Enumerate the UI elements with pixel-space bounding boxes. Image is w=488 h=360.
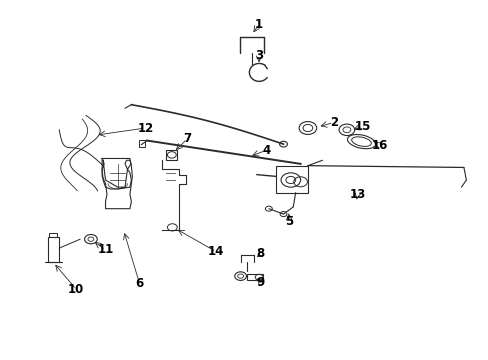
Bar xyxy=(47,237,59,262)
Text: 3: 3 xyxy=(255,49,263,62)
Text: 11: 11 xyxy=(97,243,113,256)
Text: 6: 6 xyxy=(135,278,143,291)
Text: 7: 7 xyxy=(183,132,191,145)
Text: 8: 8 xyxy=(256,247,264,260)
Bar xyxy=(166,149,177,160)
Text: 14: 14 xyxy=(207,245,224,258)
Text: 5: 5 xyxy=(285,215,293,228)
Text: 10: 10 xyxy=(68,283,84,296)
Text: 15: 15 xyxy=(354,120,370,133)
Text: 13: 13 xyxy=(349,188,365,201)
Bar xyxy=(139,140,144,147)
Bar xyxy=(276,166,307,193)
Text: 12: 12 xyxy=(137,122,153,135)
Text: 4: 4 xyxy=(262,144,270,157)
Text: 1: 1 xyxy=(255,18,263,31)
Bar xyxy=(49,233,57,237)
Text: 16: 16 xyxy=(371,139,387,152)
Text: 9: 9 xyxy=(256,276,264,289)
Text: 2: 2 xyxy=(329,116,337,129)
Bar xyxy=(247,274,263,280)
